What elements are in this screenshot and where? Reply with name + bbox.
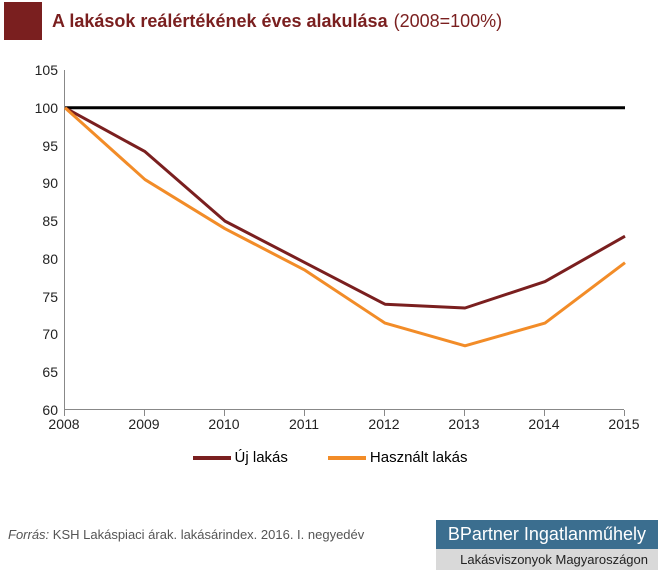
y-axis-label: 90 (20, 175, 58, 191)
y-axis-label: 80 (20, 251, 58, 267)
y-axis-label: 100 (20, 100, 58, 116)
legend-item: Használt lakás (328, 449, 468, 466)
chart-subtitle: (2008=100%) (394, 11, 503, 32)
source-line: Forrás: KSH Lakáspiaci árak. lakásárinde… (8, 527, 364, 542)
x-axis-label: 2014 (524, 416, 564, 432)
title-square-icon (4, 2, 42, 40)
brand-badge: BPartner Ingatlanműhely Lakásviszonyok M… (436, 520, 658, 570)
legend-label: Új lakás (235, 449, 288, 466)
title-bar: A lakások reálértékének éves alakulása (… (0, 0, 658, 42)
legend-label: Használt lakás (370, 449, 468, 466)
y-axis-label: 105 (20, 62, 58, 78)
y-axis-label: 70 (20, 326, 58, 342)
y-axis-label: 95 (20, 138, 58, 154)
x-axis-label: 2015 (604, 416, 644, 432)
x-axis-label: 2010 (204, 416, 244, 432)
chart-svg (65, 70, 624, 409)
x-axis-label: 2008 (44, 416, 84, 432)
y-axis-label: 85 (20, 213, 58, 229)
legend: Új lakás Használt lakás (20, 449, 640, 466)
source-label: Forrás: (8, 527, 49, 542)
badge-bottom: Lakásviszonyok Magyaroszágon (436, 549, 658, 570)
y-axis-label: 75 (20, 289, 58, 305)
x-axis-label: 2012 (364, 416, 404, 432)
x-axis-label: 2009 (124, 416, 164, 432)
series-line (65, 108, 625, 308)
source-text: KSH Lakáspiaci árak. lakásárindex. 2016.… (53, 527, 364, 542)
series-line (65, 108, 625, 346)
x-axis-label: 2013 (444, 416, 484, 432)
plot-area (64, 70, 624, 410)
y-axis-label: 65 (20, 364, 58, 380)
legend-swatch-icon (328, 456, 366, 460)
badge-top: BPartner Ingatlanműhely (436, 520, 658, 549)
chart-area: Új lakásHasznált lakás 60657075808590951… (20, 60, 640, 460)
x-axis-label: 2011 (284, 416, 324, 432)
legend-swatch-icon (193, 456, 231, 460)
legend-item: Új lakás (193, 449, 288, 466)
chart-title: A lakások reálértékének éves alakulása (52, 11, 388, 32)
